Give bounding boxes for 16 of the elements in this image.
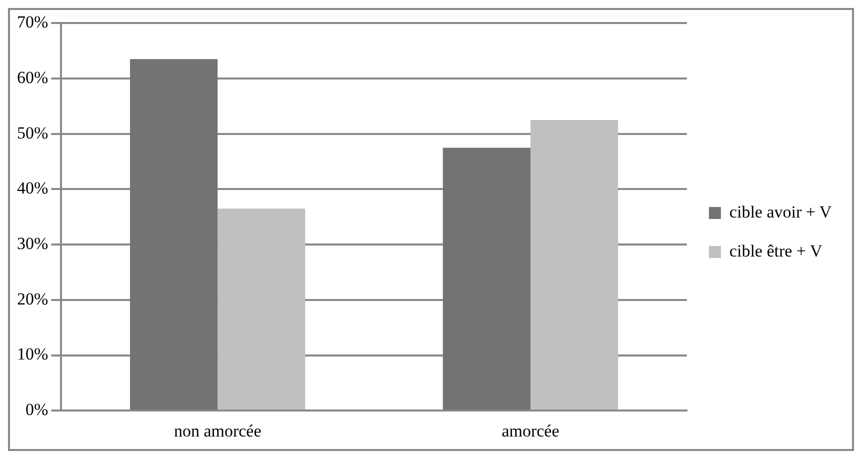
y-tick-label: 10% — [16, 344, 48, 364]
y-tick-label: 70% — [16, 12, 48, 32]
x-tick-label: amorcée — [502, 421, 560, 440]
bar — [530, 120, 618, 410]
bar — [218, 208, 306, 410]
y-tick-label: 40% — [16, 178, 48, 198]
y-tick-label: 60% — [16, 68, 48, 88]
y-tick-label: 30% — [16, 234, 48, 254]
bar — [130, 59, 218, 410]
bar — [442, 148, 530, 410]
legend-label: cible être + V — [729, 241, 823, 260]
legend-label: cible avoir + V — [729, 202, 832, 222]
y-tick-label: 0% — [25, 400, 48, 420]
x-tick-label: non amorcée — [174, 421, 262, 440]
y-tick-label: 20% — [16, 289, 48, 308]
y-tick-label: 50% — [16, 123, 48, 142]
